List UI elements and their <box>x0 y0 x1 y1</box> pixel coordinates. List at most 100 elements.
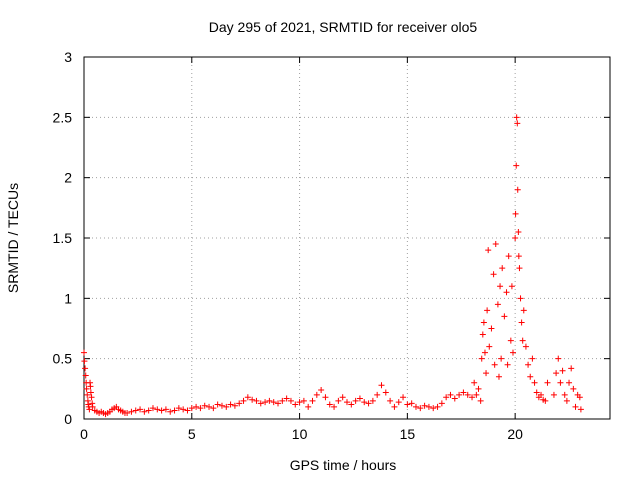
data-point <box>227 401 234 408</box>
data-point <box>491 361 498 368</box>
data-point <box>81 358 88 365</box>
data-point <box>218 402 225 409</box>
data-point <box>339 394 346 401</box>
data-point <box>374 391 381 398</box>
data-point <box>492 241 499 248</box>
data-point <box>464 391 471 398</box>
data-point <box>141 408 148 415</box>
data-point <box>86 406 93 413</box>
data-point <box>356 395 363 402</box>
data-point <box>137 406 144 413</box>
data-point <box>167 408 174 415</box>
data-point <box>495 373 502 380</box>
data-point <box>522 343 529 350</box>
data-points <box>81 114 584 418</box>
data-point <box>335 397 342 404</box>
data-point <box>438 400 445 407</box>
data-point <box>430 405 437 412</box>
data-point <box>460 389 467 396</box>
x-tick-label: 5 <box>188 426 196 442</box>
data-point <box>490 271 497 278</box>
data-point <box>516 265 523 272</box>
data-point <box>188 405 195 412</box>
data-point <box>501 313 508 320</box>
data-point <box>352 397 359 404</box>
data-point <box>577 406 584 413</box>
data-point <box>421 402 428 409</box>
data-point <box>89 403 96 410</box>
data-point <box>395 399 402 406</box>
data-point <box>550 391 557 398</box>
data-point <box>480 319 487 326</box>
data-point <box>193 403 200 410</box>
data-point <box>488 325 495 332</box>
data-point <box>87 383 94 390</box>
data-point <box>404 401 411 408</box>
data-point <box>533 389 540 396</box>
data-point <box>82 372 89 379</box>
data-point <box>485 247 492 254</box>
data-point <box>82 365 89 372</box>
data-point <box>249 396 256 403</box>
data-point <box>505 253 512 260</box>
data-point <box>497 283 504 290</box>
data-point <box>559 367 566 374</box>
y-tick-label: 1.5 <box>53 230 73 246</box>
data-point <box>469 394 476 401</box>
data-point <box>515 228 522 235</box>
data-point <box>478 355 485 362</box>
x-tick-label: 15 <box>400 426 416 442</box>
data-point <box>408 400 415 407</box>
data-point <box>83 385 90 392</box>
data-point <box>499 265 506 272</box>
data-point <box>473 391 480 398</box>
data-point <box>525 361 532 368</box>
data-point <box>484 307 491 314</box>
data-point <box>197 405 204 412</box>
data-point <box>555 355 562 362</box>
data-point <box>210 405 217 412</box>
data-point <box>568 365 575 372</box>
data-point <box>266 397 273 404</box>
data-point <box>451 395 458 402</box>
data-point <box>447 391 454 398</box>
data-point <box>154 406 161 413</box>
data-point <box>231 402 238 409</box>
data-point <box>331 403 338 410</box>
data-point <box>348 401 355 408</box>
data-point <box>184 407 191 414</box>
data-point <box>88 394 95 401</box>
y-tick-label: 0 <box>64 411 72 427</box>
data-point <box>553 370 560 377</box>
data-point <box>391 403 398 410</box>
data-point <box>412 403 419 410</box>
data-point <box>326 401 333 408</box>
data-point <box>544 379 551 386</box>
data-point <box>517 295 524 302</box>
x-tick-label: 0 <box>80 426 88 442</box>
data-point <box>365 400 372 407</box>
data-point <box>296 399 303 406</box>
data-point <box>158 407 165 414</box>
data-point <box>81 349 87 356</box>
x-tick-label: 20 <box>507 426 523 442</box>
data-point <box>300 397 307 404</box>
chart-title: Day 295 of 2021, SRMTID for receiver olo… <box>209 19 478 35</box>
data-point <box>279 397 286 404</box>
data-point <box>87 389 94 396</box>
data-point <box>283 395 290 402</box>
data-point <box>124 409 131 416</box>
data-point <box>566 379 573 386</box>
data-point <box>244 394 251 401</box>
data-point <box>417 405 424 412</box>
data-point <box>561 391 568 398</box>
data-point <box>270 399 277 406</box>
data-point <box>180 406 187 413</box>
data-point <box>486 343 493 350</box>
data-point <box>570 385 577 392</box>
data-point <box>514 120 521 127</box>
data-point <box>518 319 525 326</box>
data-point <box>507 337 514 344</box>
data-point <box>400 394 407 401</box>
data-point <box>149 405 156 412</box>
